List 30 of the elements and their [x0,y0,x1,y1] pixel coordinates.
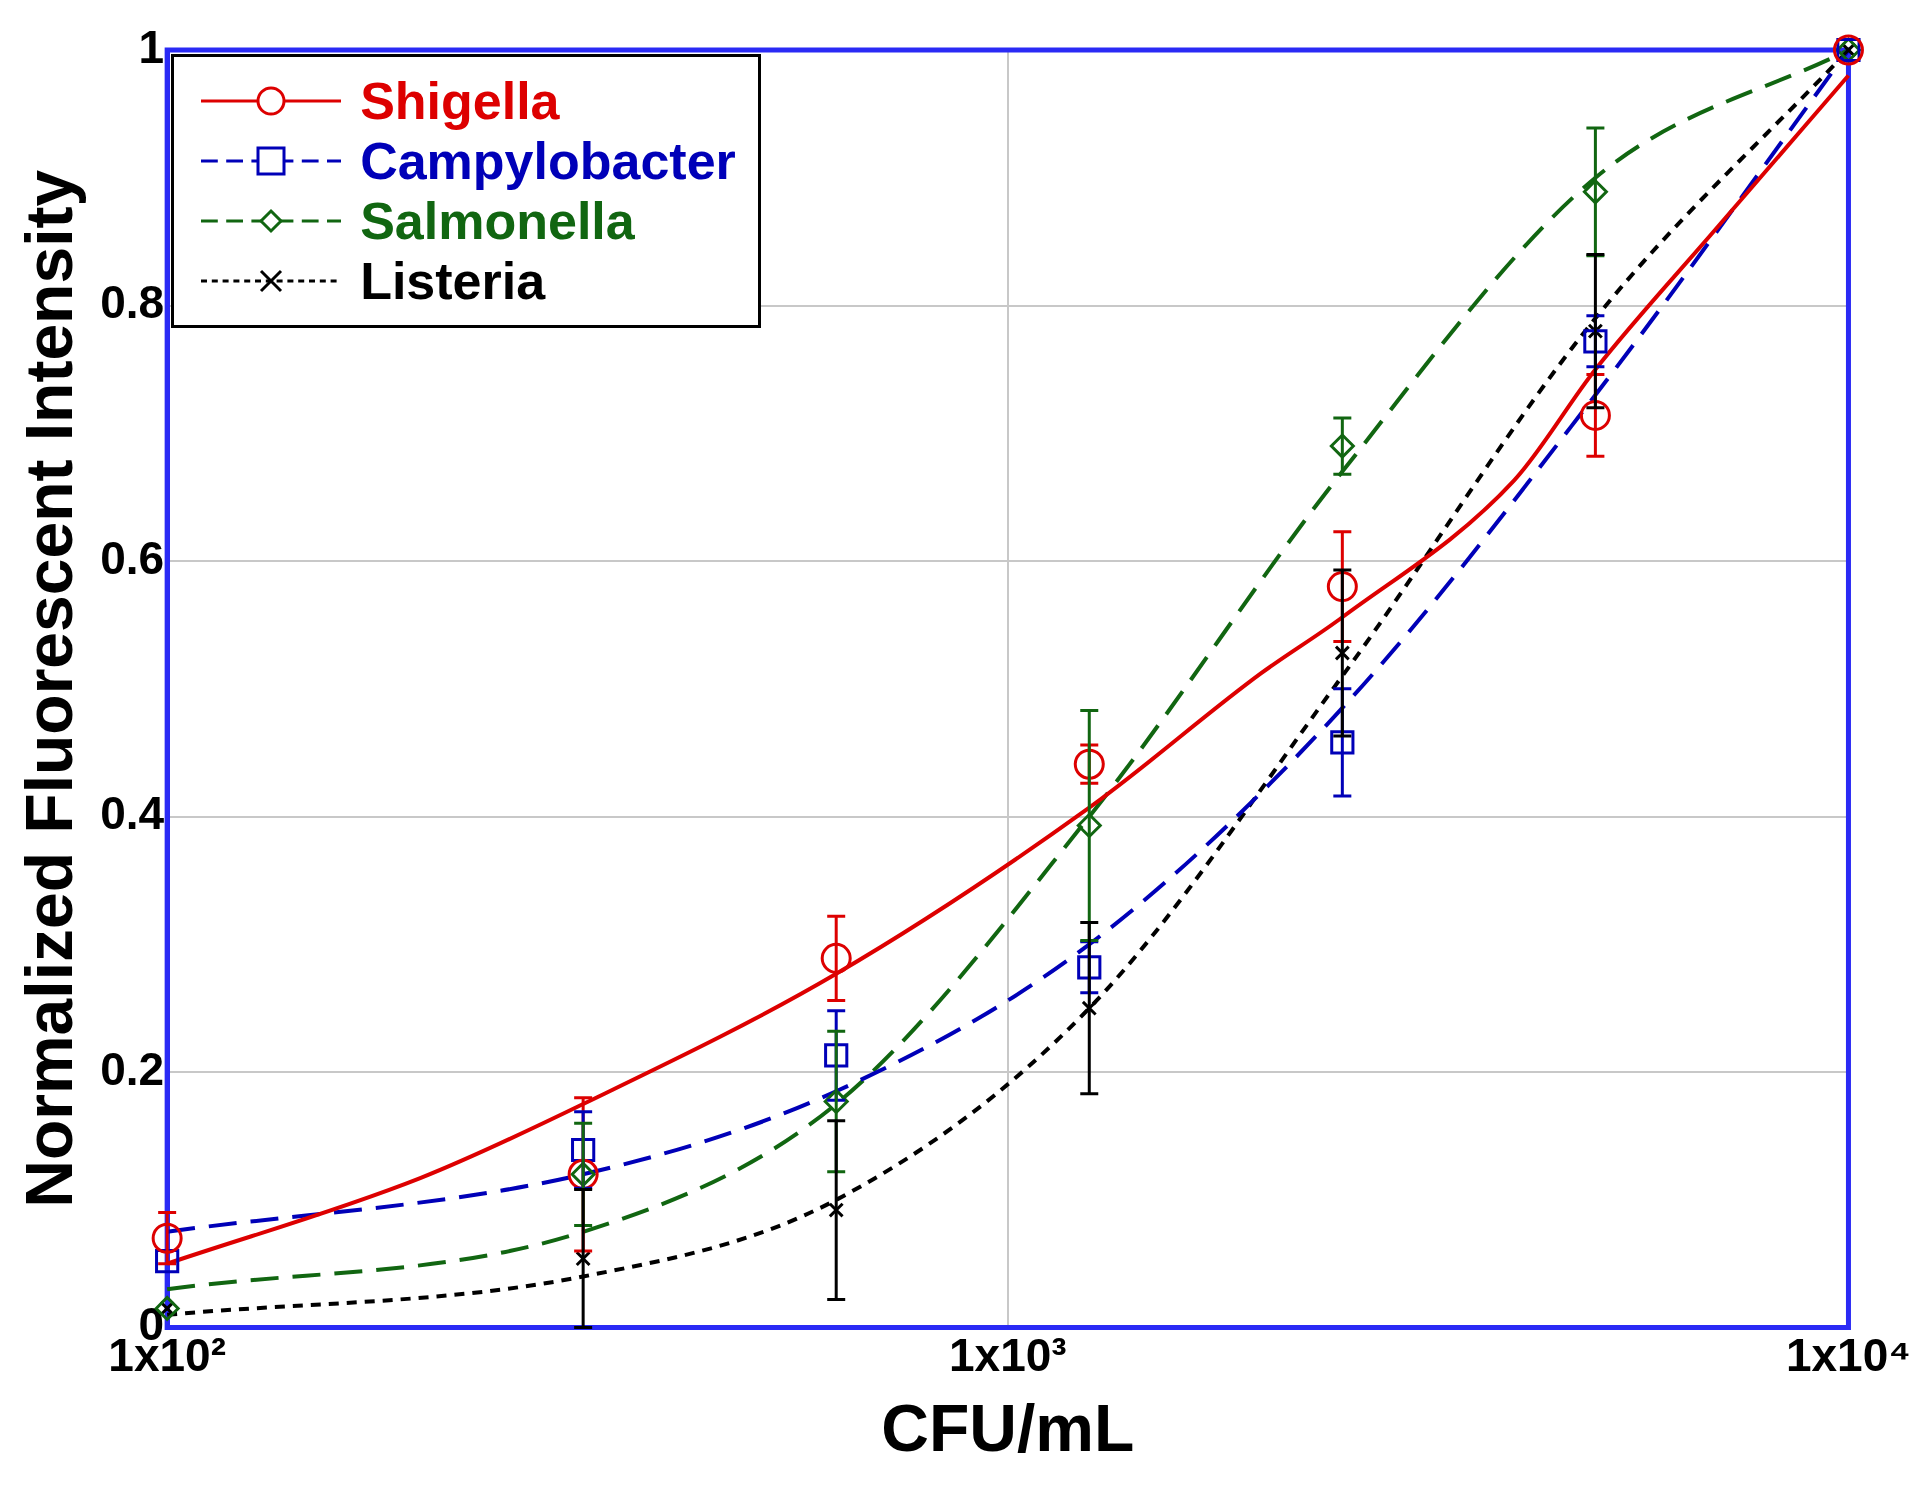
point [824,1043,849,1068]
x-tick-label: 1x10³ [948,1328,1067,1381]
y-axis-title: Normalized Fluorescent Intensity [11,169,86,1208]
point [1587,323,1604,339]
point [1579,399,1611,431]
point [1073,748,1105,780]
legend-label: Shigella [360,71,560,131]
legend-label: Campylobacter [360,131,736,191]
y-tick-label: 0.8 [100,276,165,329]
point [1326,571,1358,603]
x-axis-title: CFU/mL [881,1390,1135,1465]
y-tick-label: 0.2 [100,1042,165,1095]
point [1330,730,1355,755]
point [1334,645,1351,661]
point [1583,329,1608,354]
point [820,942,852,974]
y-tick-label: 1 [138,20,165,73]
point [823,1088,849,1114]
point [575,1250,592,1267]
legend-label: Listeria [360,251,546,311]
y-tick-label: 0.4 [100,787,165,840]
legend-label: Salmonella [360,191,635,251]
point [1081,1000,1098,1017]
point [1329,433,1355,459]
point [1582,179,1608,205]
y-tick-label: 0.6 [100,531,165,584]
point [828,1202,845,1218]
point [1077,955,1102,980]
point [1076,813,1102,838]
x-tick-label: 1x10⁴ [1785,1328,1911,1381]
